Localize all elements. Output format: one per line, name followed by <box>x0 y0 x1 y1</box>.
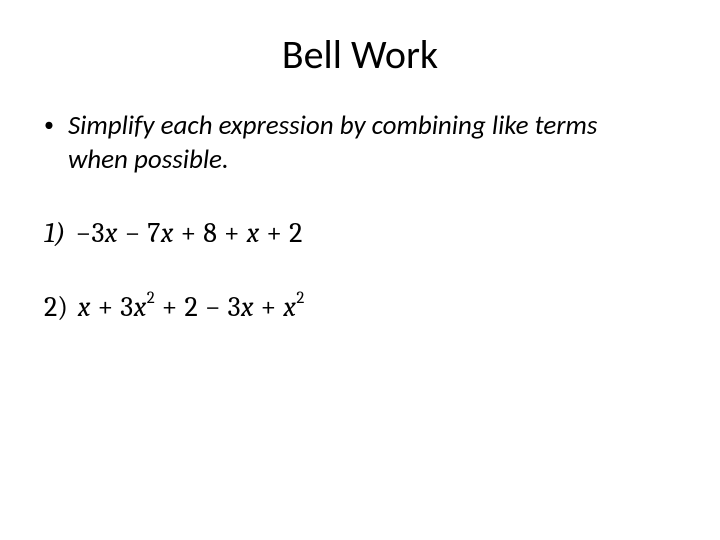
problem-2: 2) x + 3x2 + 2 − 3x + x2 <box>44 291 680 323</box>
problem-2-label: 2) <box>44 291 68 323</box>
problem-1-expression: −3x − 7x + 8 + x + 2 <box>75 217 302 249</box>
bullet-icon: • <box>44 109 54 141</box>
problem-1: 1) −3x − 7x + 8 + x + 2 <box>44 217 680 249</box>
instruction-row: • Simplify each expression by combining … <box>40 109 680 177</box>
problem-2-expression: x + 3x2 + 2 − 3x + x2 <box>78 291 305 323</box>
instruction-text: Simplify each expression by combining li… <box>68 109 628 177</box>
problem-1-label: 1) <box>44 217 65 249</box>
slide: Bell Work • Simplify each expression by … <box>0 0 720 540</box>
problems-list: 1) −3x − 7x + 8 + x + 2 2) x + 3x2 + 2 −… <box>40 217 680 323</box>
page-title: Bell Work <box>40 30 680 79</box>
